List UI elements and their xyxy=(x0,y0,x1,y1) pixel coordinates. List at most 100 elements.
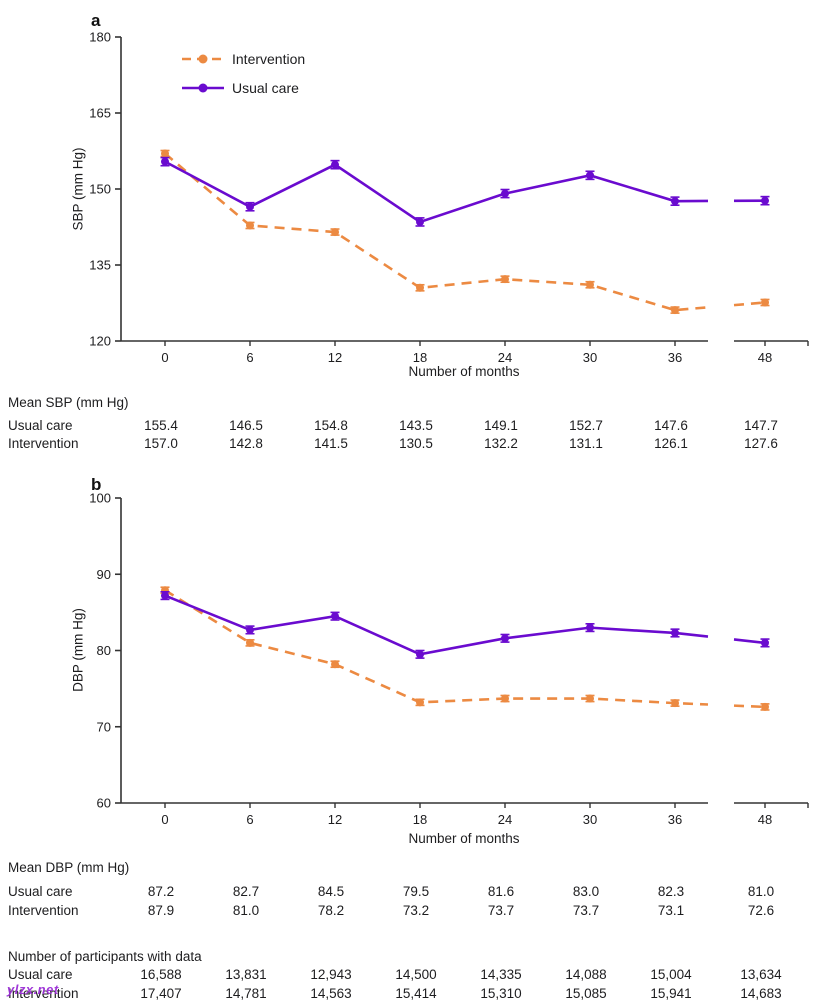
table-cell: 131.1 xyxy=(569,436,603,451)
y-tick-label: 120 xyxy=(89,334,111,349)
y-tick-label: 70 xyxy=(97,719,111,734)
table-cell: 72.6 xyxy=(747,903,775,918)
y-tick-label: 80 xyxy=(97,643,111,658)
marker-usual-care xyxy=(586,623,594,632)
table-row-label: Usual care xyxy=(8,884,73,899)
table-cell: 83.0 xyxy=(572,884,600,899)
marker-intervention xyxy=(761,702,769,711)
table-row-label: Usual care xyxy=(8,967,73,982)
table-cell: 14,088 xyxy=(565,967,607,982)
table-cell: 147.7 xyxy=(744,418,778,433)
panel-label-a: a xyxy=(91,11,101,30)
table-cell: 13,634 xyxy=(740,967,782,982)
legend-label: Intervention xyxy=(232,51,305,67)
legend-marker xyxy=(198,54,208,64)
legend-marker xyxy=(198,83,208,93)
marker-intervention xyxy=(501,694,509,703)
table-cell: 14,683 xyxy=(740,986,782,1001)
table-cell: 73.7 xyxy=(487,903,515,918)
table-cell: 157.0 xyxy=(144,436,178,451)
table-title: Number of participants with data xyxy=(8,949,202,964)
x-tick-label: 30 xyxy=(583,350,597,365)
table-row-label: Usual care xyxy=(8,418,73,433)
marker-intervention xyxy=(671,306,679,315)
marker-usual-care xyxy=(501,189,509,198)
y-tick-label: 100 xyxy=(89,491,111,506)
table-cell: 15,310 xyxy=(480,986,522,1001)
table-row-label: Intervention xyxy=(8,436,79,451)
x-tick-label: 36 xyxy=(668,350,682,365)
table-cell: 14,781 xyxy=(225,986,267,1001)
marker-usual-care xyxy=(246,625,254,634)
y-tick-label: 90 xyxy=(97,567,111,582)
table-cell: 73.2 xyxy=(402,903,430,918)
marker-usual-care xyxy=(246,202,254,211)
marker-intervention xyxy=(501,275,509,284)
marker-usual-care xyxy=(331,160,339,169)
table-cell: 15,414 xyxy=(395,986,437,1001)
marker-usual-care xyxy=(416,217,424,226)
table-row-label: Intervention xyxy=(8,986,79,1001)
table-cell: 126.1 xyxy=(654,436,688,451)
marker-intervention xyxy=(416,698,424,707)
marker-intervention xyxy=(586,280,594,289)
table-cell: 84.5 xyxy=(317,884,345,899)
marker-intervention xyxy=(331,660,339,669)
table-cell: 87.2 xyxy=(147,884,175,899)
y-tick-label: 150 xyxy=(89,182,111,197)
table-cell: 73.1 xyxy=(657,903,685,918)
marker-intervention xyxy=(161,149,169,158)
x-tick-label: 6 xyxy=(246,812,253,827)
x-tick-label: 24 xyxy=(498,350,512,365)
y-tick-label: 180 xyxy=(89,30,111,45)
marker-usual-care xyxy=(501,634,509,643)
marker-usual-care xyxy=(161,591,169,600)
marker-usual-care xyxy=(331,612,339,621)
table-cell: 154.8 xyxy=(314,418,348,433)
table-cell: 141.5 xyxy=(314,436,348,451)
marker-usual-care xyxy=(416,650,424,659)
marker-usual-care xyxy=(761,638,769,647)
x-tick-label: 0 xyxy=(161,812,168,827)
legend-label: Usual care xyxy=(232,80,299,96)
x-tick-label: 48 xyxy=(758,812,772,827)
x-tick-label: 36 xyxy=(668,812,682,827)
table-cell: 14,563 xyxy=(310,986,352,1001)
table-cell: 78.2 xyxy=(317,903,345,918)
marker-intervention xyxy=(586,694,594,703)
x-tick-label: 30 xyxy=(583,812,597,827)
table-cell: 127.6 xyxy=(744,436,778,451)
table-cell: 143.5 xyxy=(399,418,433,433)
table-cell: 15,004 xyxy=(650,967,692,982)
table-cell: 79.5 xyxy=(402,884,430,899)
x-tick-label: 18 xyxy=(413,812,427,827)
x-tick-label: 12 xyxy=(328,350,342,365)
table-cell: 142.8 xyxy=(229,436,263,451)
table-cell: 15,941 xyxy=(650,986,692,1001)
marker-usual-care xyxy=(671,197,679,206)
y-tick-label: 135 xyxy=(89,258,111,273)
y-axis-label-sbp: SBP (mm Hg) xyxy=(70,147,86,231)
table-cell: 87.9 xyxy=(147,903,175,918)
x-tick-label: 48 xyxy=(758,350,772,365)
table-cell: 146.5 xyxy=(229,418,263,433)
x-tick-label: 24 xyxy=(498,812,512,827)
y-tick-label: 60 xyxy=(97,796,111,811)
marker-usual-care xyxy=(761,196,769,205)
table-cell: 130.5 xyxy=(399,436,433,451)
watermark: ylzx.net xyxy=(7,982,59,997)
table-cell: 13,831 xyxy=(225,967,267,982)
table-cell: 132.2 xyxy=(484,436,518,451)
y-tick-label: 165 xyxy=(89,106,111,121)
table-cell: 14,335 xyxy=(480,967,522,982)
table-cell: 82.3 xyxy=(657,884,685,899)
table-cell: 81.0 xyxy=(232,903,260,918)
series-line-usual-care xyxy=(164,160,766,224)
x-tick-label: 6 xyxy=(246,350,253,365)
table-cell: 73.7 xyxy=(572,903,600,918)
marker-intervention xyxy=(416,283,424,292)
series-line-usual-care xyxy=(164,594,766,656)
x-axis-label-b: Number of months xyxy=(408,831,520,846)
